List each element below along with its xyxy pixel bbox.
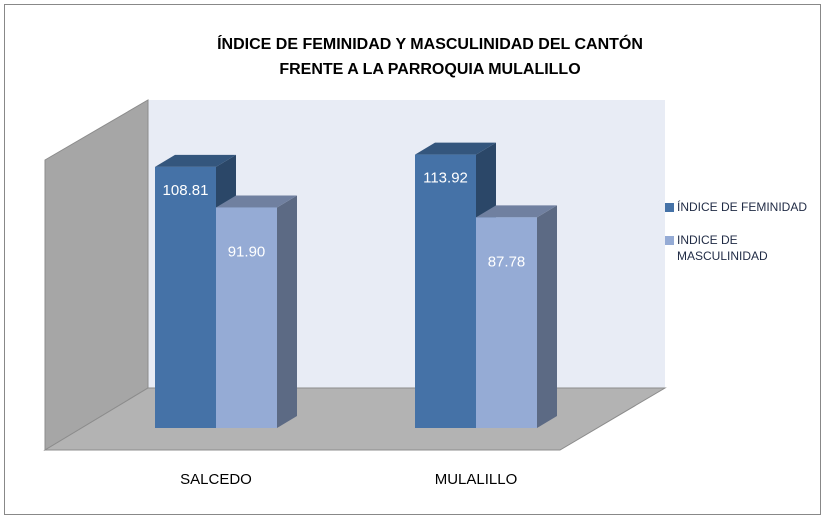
legend-label: ÍNDICE DE FEMINIDAD bbox=[677, 200, 808, 214]
x-tick-label: SALCEDO bbox=[180, 471, 252, 488]
floor bbox=[43, 387, 667, 451]
chart-title: ÍNDICE DE FEMINIDAD Y MASCULINIDAD DEL C… bbox=[217, 36, 643, 78]
bar bbox=[476, 217, 537, 428]
data-label: 108.81 bbox=[163, 182, 209, 199]
bar bbox=[216, 207, 277, 428]
bar-top bbox=[415, 142, 496, 155]
data-label: 91.90 bbox=[228, 243, 266, 260]
legend-swatch bbox=[665, 236, 674, 245]
bar-top bbox=[155, 154, 236, 167]
bar-side bbox=[537, 205, 557, 428]
x-tick-label: MULALILLO bbox=[435, 471, 518, 488]
legend-label: INDICE DE MASCULINIDAD bbox=[677, 233, 768, 263]
data-label: 87.78 bbox=[488, 253, 526, 270]
bar bbox=[155, 166, 216, 428]
title-box: ÍNDICE DE FEMINIDAD Y MASCULINIDAD DEL C… bbox=[217, 36, 643, 78]
legend-swatch bbox=[665, 203, 674, 212]
bar-top bbox=[476, 205, 557, 218]
bar bbox=[415, 154, 476, 429]
bar-side bbox=[277, 195, 297, 428]
data-label: 113.92 bbox=[423, 170, 468, 187]
bar-top bbox=[216, 195, 297, 208]
